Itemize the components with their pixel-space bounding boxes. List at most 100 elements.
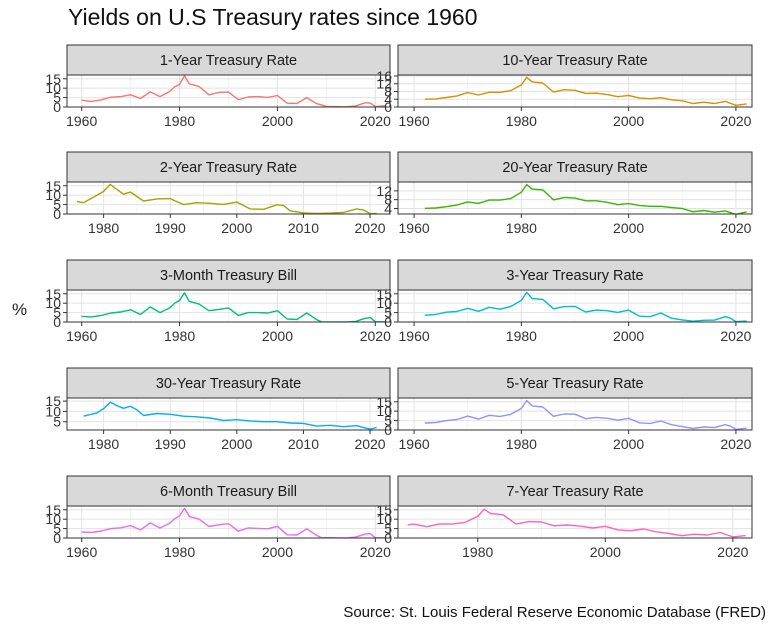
facet-6: 3-Year Treasury Rate 1960 1980 2000 2020 0510… <box>376 259 753 344</box>
facet-strip <box>66 151 391 183</box>
panel-border <box>397 289 753 323</box>
x-tick-label: 2000 <box>221 436 252 452</box>
y-tick-label: 15 <box>45 393 61 409</box>
y-tick-label: 10 <box>376 511 392 527</box>
y-tick-label: 15 <box>45 502 61 518</box>
series-line <box>424 76 747 107</box>
x-tick-label: 1980 <box>164 328 195 344</box>
x-tick-label: 1990 <box>155 436 186 452</box>
x-tick-label: 1960 <box>66 328 97 344</box>
panel-border <box>397 397 753 431</box>
y-tick-label: 12 <box>376 76 392 92</box>
facet-title: 10-Year Treasury Rate <box>502 53 647 69</box>
x-tick-label: 2020 <box>720 328 751 344</box>
series-line <box>407 508 746 538</box>
y-tick-label: 15 <box>376 286 392 302</box>
x-tick-label: 2000 <box>262 544 293 560</box>
panel-border <box>66 74 391 108</box>
series-line <box>424 399 747 431</box>
panel-border <box>397 74 753 108</box>
panel-border <box>66 181 391 215</box>
y-tick-label: 15 <box>45 178 61 194</box>
y-tick-label: 10 <box>45 187 61 203</box>
x-tick-label: 2010 <box>288 220 319 236</box>
x-tick-label: 1990 <box>155 220 186 236</box>
facet-4: 20-Year Treasury Rate 1960 1980 2000 2020 481… <box>376 151 753 236</box>
facet-2: 10-Year Treasury Rate 1960 1980 2000 2020 048… <box>376 44 753 129</box>
y-tick-label: 5 <box>53 414 61 430</box>
facet-title: 5-Year Treasury Rate <box>506 376 643 392</box>
facet-strip <box>66 475 391 507</box>
facet-title: 3-Month Treasury Bill <box>160 268 297 284</box>
y-tick-label: 5 <box>53 90 61 106</box>
facet-strip <box>397 259 753 291</box>
y-tick-label: 10 <box>376 403 392 419</box>
panel-border <box>397 505 753 539</box>
facet-title: 30-Year Treasury Rate <box>156 376 301 392</box>
facet-title: 20-Year Treasury Rate <box>502 160 647 176</box>
y-axis-label: % <box>12 300 28 319</box>
y-tick-label: 5 <box>384 521 392 537</box>
facet-strip <box>66 259 391 291</box>
x-tick-label: 2020 <box>360 544 391 560</box>
y-tick-label: 0 <box>384 422 392 438</box>
x-tick-label: 2020 <box>720 113 751 129</box>
y-tick-label: 12 <box>376 183 392 199</box>
x-tick-label: 1980 <box>506 113 537 129</box>
facet-title: 7-Year Treasury Rate <box>506 484 643 500</box>
y-tick-label: 10 <box>45 511 61 527</box>
x-tick-label: 1980 <box>88 220 119 236</box>
y-tick-label: 0 <box>53 206 61 222</box>
x-tick-label: 2000 <box>590 544 621 560</box>
y-tick-label: 5 <box>53 521 61 537</box>
y-tick-label: 10 <box>45 403 61 419</box>
x-tick-label: 1980 <box>506 328 537 344</box>
y-tick-label: 10 <box>45 295 61 311</box>
x-tick-label: 1960 <box>399 220 430 236</box>
y-tick-label: 5 <box>53 197 61 213</box>
x-tick-label: 2020 <box>354 436 385 452</box>
panel-background <box>66 397 391 431</box>
y-tick-label: 0 <box>53 314 61 330</box>
y-tick-label: 0 <box>384 314 392 330</box>
x-tick-label: 1980 <box>462 544 493 560</box>
x-tick-label: 1960 <box>399 113 430 129</box>
y-tick-label: 15 <box>45 71 61 87</box>
x-tick-label: 1980 <box>506 436 537 452</box>
y-tick-label: 5 <box>53 305 61 321</box>
x-tick-label: 2020 <box>360 113 391 129</box>
source-caption: Source: St. Louis Federal Reserve Econom… <box>343 604 766 621</box>
facet-strip <box>397 44 753 76</box>
x-tick-label: 1960 <box>66 544 97 560</box>
x-tick-label: 1980 <box>506 220 537 236</box>
y-tick-label: 5 <box>384 413 392 429</box>
y-tick-label: 4 <box>384 91 392 107</box>
x-tick-label: 2000 <box>262 328 293 344</box>
y-tick-label: 0 <box>53 530 61 546</box>
x-tick-label: 2000 <box>262 113 293 129</box>
facet-3: 2-Year Treasury Rate 1980 1990 2000 2010 2020… <box>45 151 391 236</box>
series-line <box>83 401 377 430</box>
x-tick-label: 1960 <box>399 328 430 344</box>
facet-strip <box>66 44 391 76</box>
y-tick-label: 0 <box>53 99 61 115</box>
y-tick-label: 10 <box>45 80 61 96</box>
x-tick-label: 1960 <box>66 113 97 129</box>
x-tick-label: 1980 <box>164 113 195 129</box>
x-tick-label: 2020 <box>354 220 385 236</box>
chart-title: Yields on U.S Treasury rates since 1960 <box>68 4 478 30</box>
y-tick-label: 0 <box>384 99 392 115</box>
facet-8: 5-Year Treasury Rate 1960 1980 2000 2020 0510… <box>376 367 753 452</box>
facet-strip <box>397 367 753 399</box>
x-tick-label: 1980 <box>164 544 195 560</box>
x-tick-label: 1980 <box>88 436 119 452</box>
y-tick-label: 10 <box>376 295 392 311</box>
facet-strip <box>397 475 753 507</box>
y-tick-label: 8 <box>384 192 392 208</box>
series-line <box>424 291 747 323</box>
x-tick-label: 2000 <box>221 220 252 236</box>
panel-border <box>66 505 391 539</box>
